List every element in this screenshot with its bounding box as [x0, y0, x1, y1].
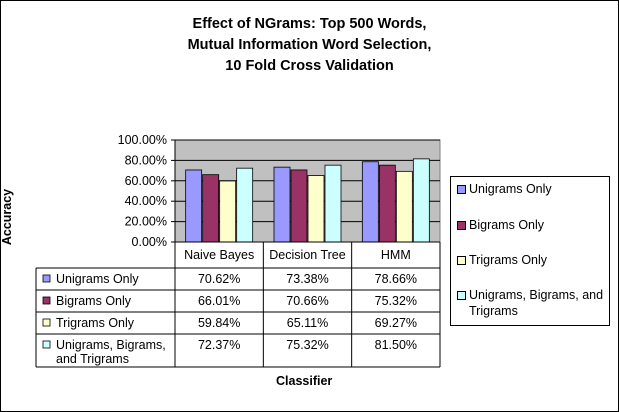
- data-value: 69.27%: [375, 316, 417, 330]
- x-tick-label: HMM: [381, 248, 411, 262]
- data-value: 75.32%: [286, 338, 328, 352]
- data-value: 70.66%: [286, 294, 328, 308]
- legend-label-unigrams: Unigrams Only: [469, 182, 552, 196]
- data-value: 81.50%: [375, 338, 417, 352]
- table-swatch: [42, 340, 51, 349]
- bar: [412, 158, 430, 243]
- chart-title-line-3: 10 Fold Cross Validation: [225, 58, 394, 74]
- data-value: 78.66%: [375, 272, 417, 286]
- data-value: 70.62%: [198, 272, 240, 286]
- chart-title-line-1: Effect of NGrams: Top 500 Words,: [192, 16, 427, 32]
- y-tick-label: 40.00%: [125, 194, 167, 208]
- data-value: 72.37%: [198, 338, 240, 352]
- bar: [361, 161, 379, 243]
- data-value: 75.32%: [375, 294, 417, 308]
- table-row-header: Trigrams Only: [56, 316, 135, 330]
- bar: [236, 167, 254, 243]
- table-row-header: Bigrams Only: [56, 294, 132, 308]
- bar: [378, 164, 396, 243]
- data-value: 59.84%: [198, 316, 240, 330]
- bar: [324, 164, 342, 243]
- y-tick-label: 100.00%: [118, 133, 167, 147]
- bar: [219, 180, 237, 243]
- table-swatch: [42, 274, 51, 283]
- table-row-header: Unigrams, Bigrams,: [56, 338, 166, 352]
- table-row-header: and Trigrams: [56, 352, 129, 366]
- bar: [202, 174, 220, 243]
- legend: Unigrams Only Bigrams Only Trigrams Only…: [450, 176, 610, 326]
- legend-swatch-bigrams: [457, 221, 466, 230]
- data-value: 73.38%: [286, 272, 328, 286]
- bar: [290, 169, 308, 243]
- chart-title-line-2: Mutual Information Word Selection,: [187, 37, 432, 53]
- data-value: 65.11%: [287, 316, 328, 330]
- table-swatch: [42, 296, 51, 305]
- bar: [185, 169, 203, 243]
- table-row-header: Unigrams Only: [56, 272, 139, 286]
- data-value: 66.01%: [198, 294, 240, 308]
- legend-label-bigrams: Bigrams Only: [469, 218, 545, 232]
- legend-swatch-trigrams: [457, 256, 466, 265]
- x-tick-label: Decision Tree: [269, 248, 345, 262]
- x-axis-label-text: Classifier: [276, 374, 333, 388]
- y-tick-label: 60.00%: [125, 174, 167, 188]
- y-tick-label: 80.00%: [125, 153, 167, 167]
- bar: [273, 166, 291, 243]
- legend-label-combined: Unigrams, Bigrams, and Trigrams: [469, 288, 604, 318]
- y-tick-label: 20.00%: [125, 215, 167, 229]
- legend-swatch-unigrams: [457, 185, 466, 194]
- bar: [307, 175, 325, 243]
- x-tick-label: Naive Bayes: [184, 248, 254, 262]
- bar: [395, 170, 413, 243]
- legend-swatch-combined: [457, 291, 466, 300]
- table-swatch: [42, 318, 51, 327]
- y-tick-label: 0.00%: [132, 235, 167, 249]
- legend-label-trigrams: Trigrams Only: [469, 253, 548, 267]
